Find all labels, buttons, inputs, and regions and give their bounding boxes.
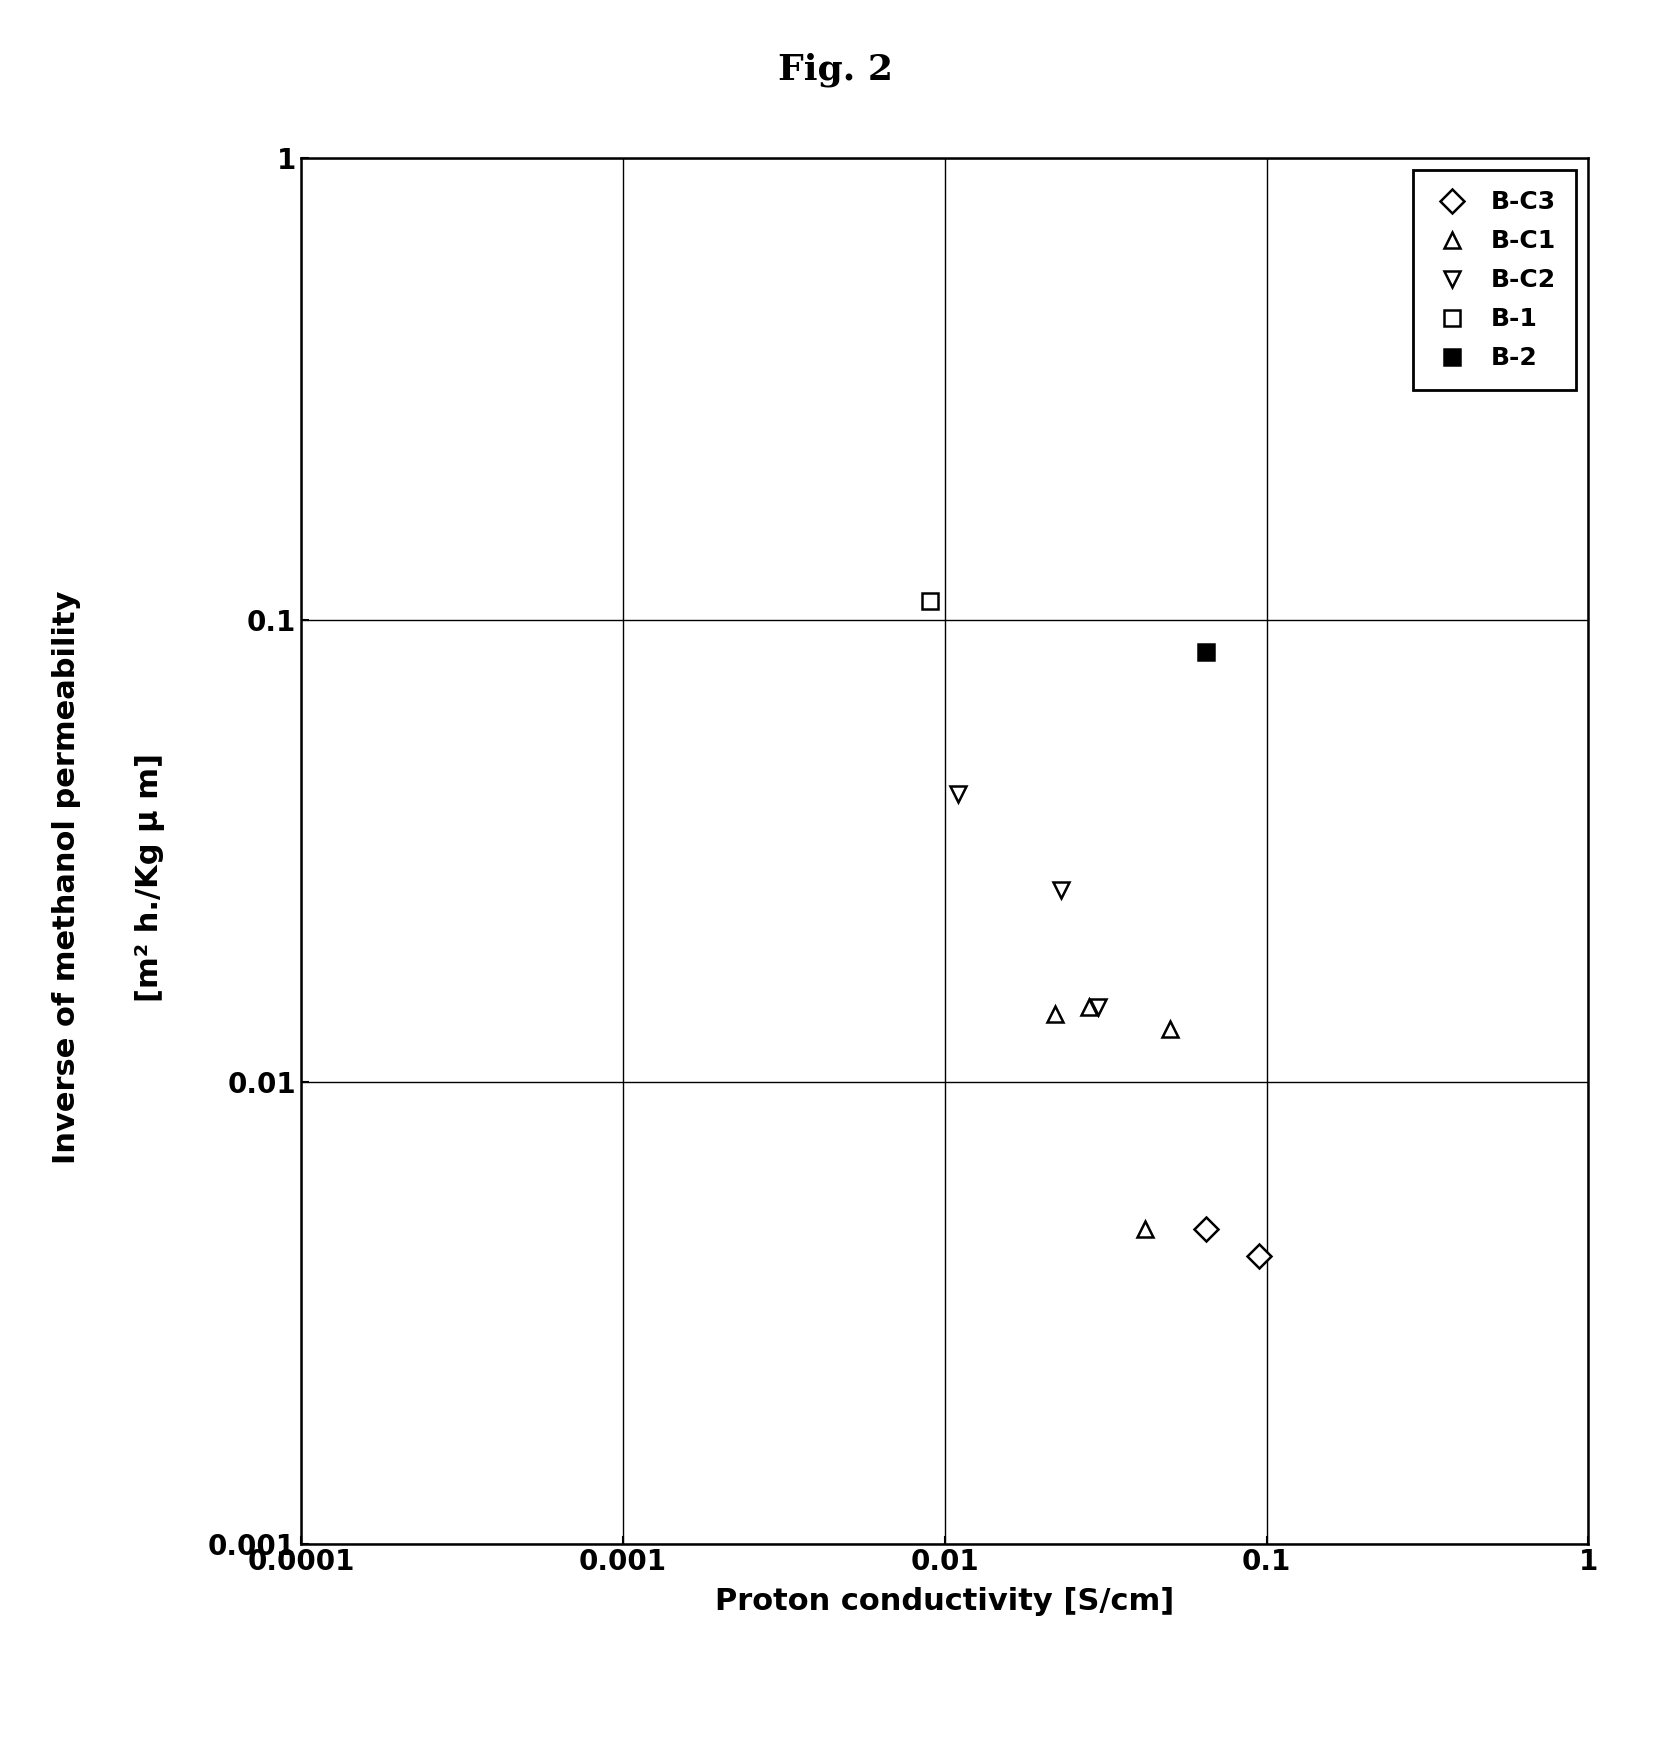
Line: B-C1: B-C1	[1047, 998, 1179, 1237]
X-axis label: Proton conductivity [S/cm]: Proton conductivity [S/cm]	[716, 1587, 1174, 1617]
B-C1	[1045, 1003, 1065, 1024]
Legend: B-C3, B-C1, B-C2, B-1, B-2: B-C3, B-C1, B-C2, B-1, B-2	[1413, 170, 1577, 391]
B-C1	[1078, 996, 1099, 1017]
B-C3	[1195, 1219, 1216, 1240]
B-C2	[1088, 996, 1109, 1017]
Line: B-C3: B-C3	[1199, 1221, 1267, 1265]
B-C3	[1249, 1245, 1269, 1266]
B-C2	[948, 784, 968, 805]
B-C1	[1135, 1219, 1155, 1240]
Text: Inverse of methanol permeability: Inverse of methanol permeability	[52, 591, 82, 1163]
Line: B-C2: B-C2	[950, 786, 1107, 1016]
B-C2	[1052, 879, 1072, 900]
B-C1	[1160, 1019, 1180, 1040]
Text: [m² h./Kg μ m]: [m² h./Kg μ m]	[135, 752, 166, 1002]
Text: Fig. 2: Fig. 2	[779, 53, 893, 88]
